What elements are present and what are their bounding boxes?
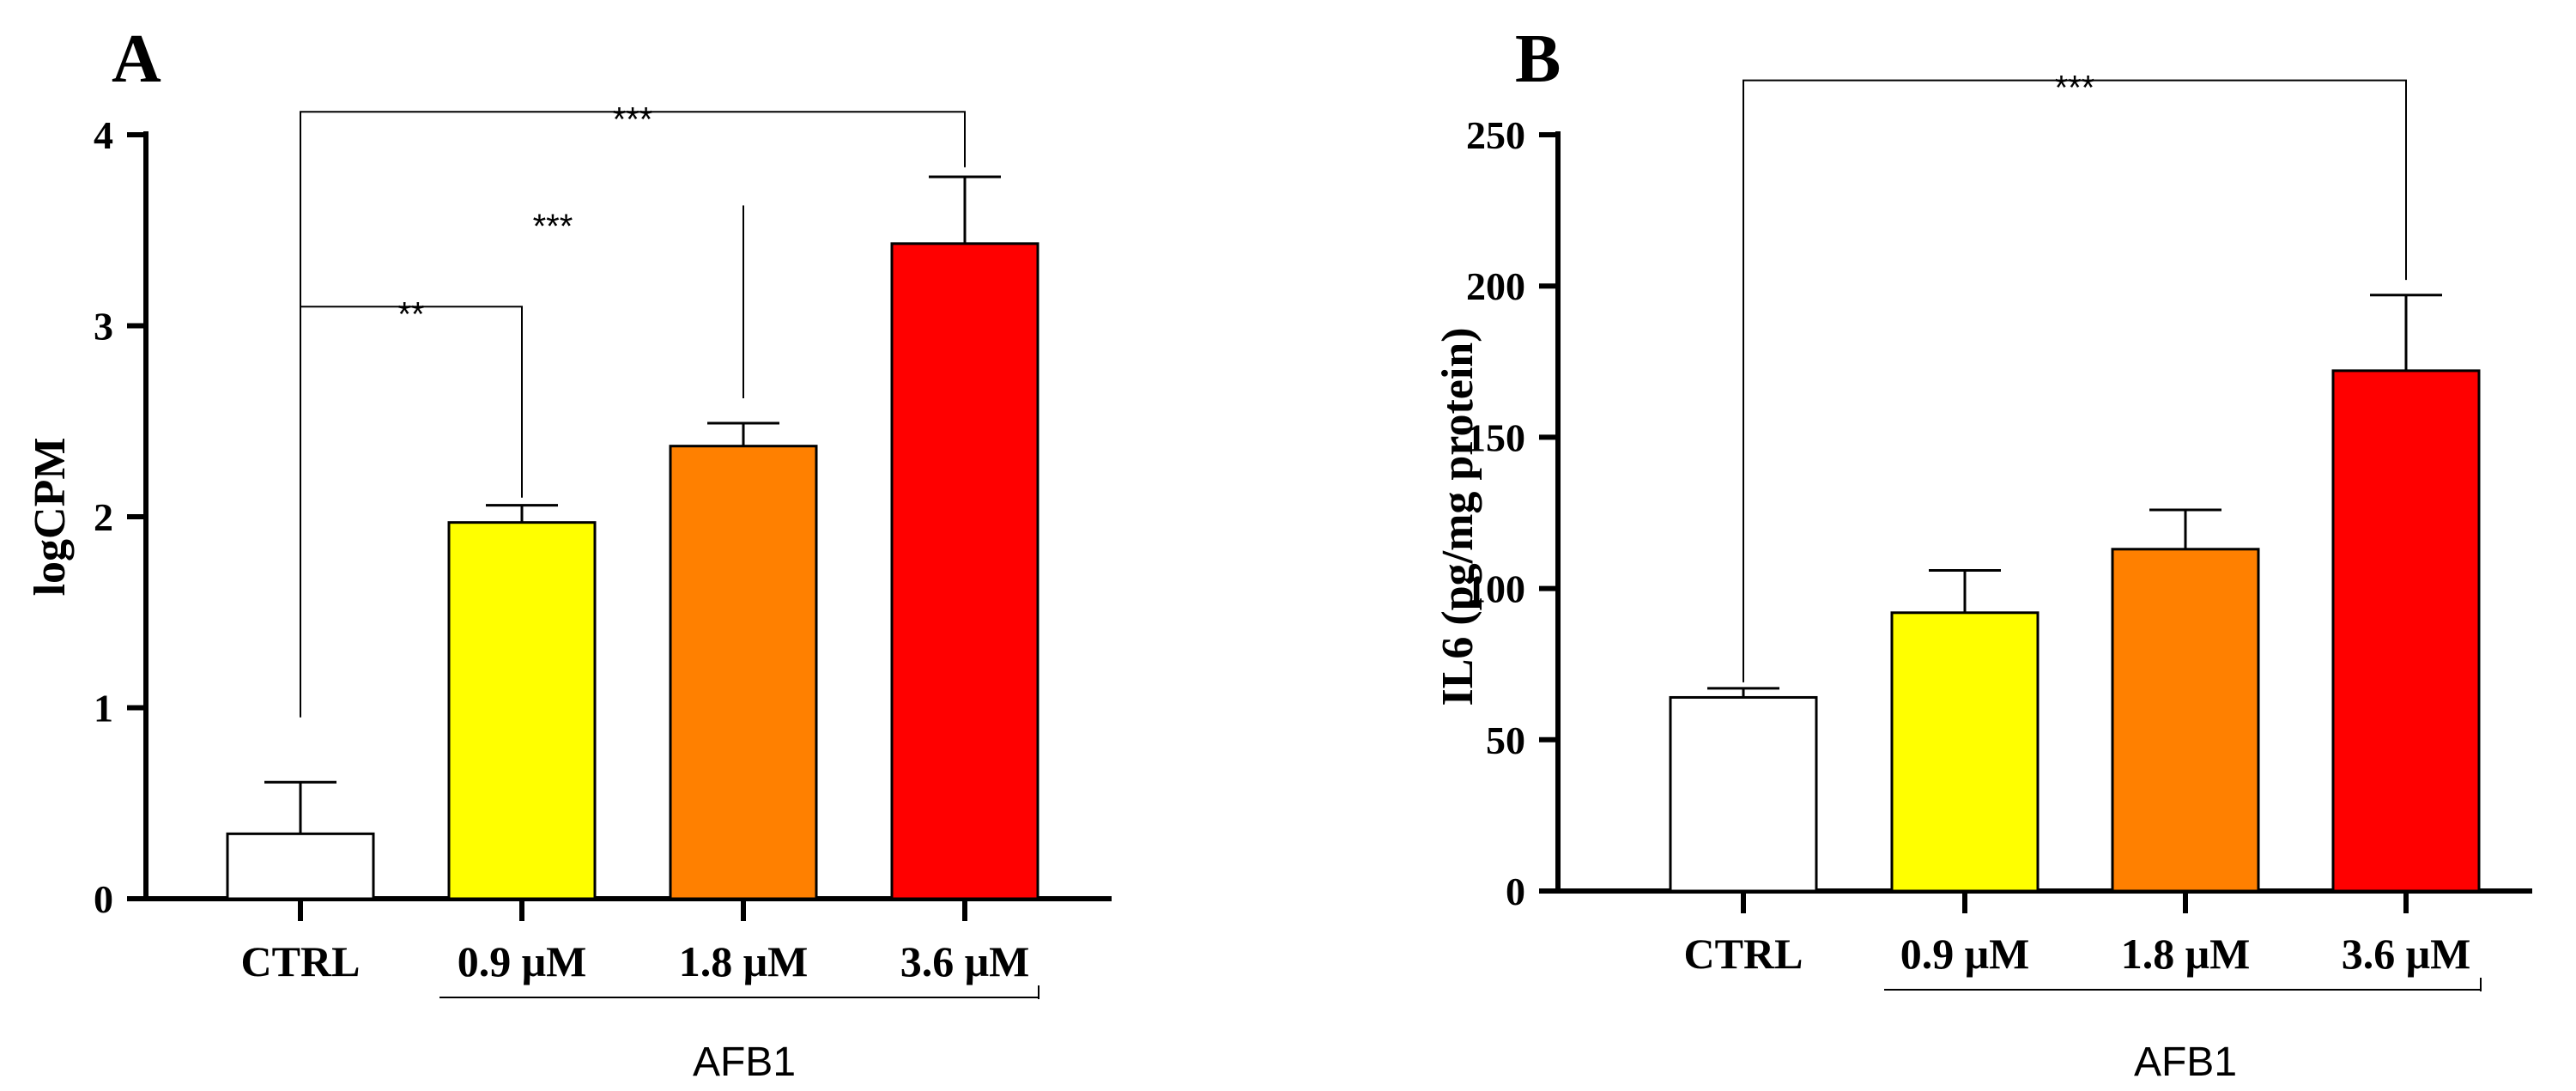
x-tick-label: CTRL (1684, 930, 1803, 978)
bar (226, 832, 375, 900)
y-tick-label: 2 (94, 495, 113, 539)
significance-bracket (300, 111, 966, 718)
y-axis-title: logCPM (26, 438, 75, 597)
bar (669, 445, 818, 900)
y-tick-label: 0 (94, 877, 113, 921)
x-tick-label: 1.8 μM (2121, 930, 2251, 978)
y-tick-label: 100 (1466, 567, 1525, 611)
bar (2111, 548, 2260, 893)
bar (1669, 695, 1818, 893)
significance-label: *** (2055, 70, 2095, 107)
y-tick-label: 4 (94, 113, 113, 157)
group-label: AFB1 (693, 1039, 796, 1085)
bar (2331, 369, 2481, 893)
significance-bracket (300, 306, 523, 718)
significance-label: ** (397, 295, 424, 333)
x-tick-label: 3.6 μM (900, 937, 1030, 985)
bar (890, 242, 1039, 900)
x-tick-label: CTRL (241, 937, 361, 985)
y-axis-title: IL6 (pg/mg protein) (1433, 327, 1482, 706)
panel-letter: B (1515, 21, 1561, 97)
significance-label: *** (613, 100, 653, 138)
x-tick-label: 3.6 μM (2342, 930, 2471, 978)
y-tick-label: 3 (94, 305, 113, 349)
group-label: AFB1 (2134, 1039, 2237, 1085)
y-tick-label: 200 (1466, 264, 1525, 308)
y-tick-label: 250 (1466, 113, 1525, 157)
bar (447, 521, 597, 900)
x-tick-label: 0.9 μM (1900, 930, 2030, 978)
y-tick-label: 50 (1486, 718, 1525, 762)
y-tick-label: 0 (1506, 870, 1525, 913)
panel-b: B IL6 (pg/mg protein) 0 50 100 150 200 250 CTRL 0… (1433, 21, 2532, 1085)
x-tick-label: 1.8 μM (679, 937, 809, 985)
x-tick-label: 0.9 μM (458, 937, 587, 985)
significance-label: *** (533, 208, 573, 245)
significance-bracket (1743, 79, 2407, 682)
y-tick-label: 1 (94, 687, 113, 730)
bar (1890, 611, 2040, 893)
panel-letter: A (112, 21, 161, 97)
y-tick-label: 150 (1466, 415, 1525, 459)
